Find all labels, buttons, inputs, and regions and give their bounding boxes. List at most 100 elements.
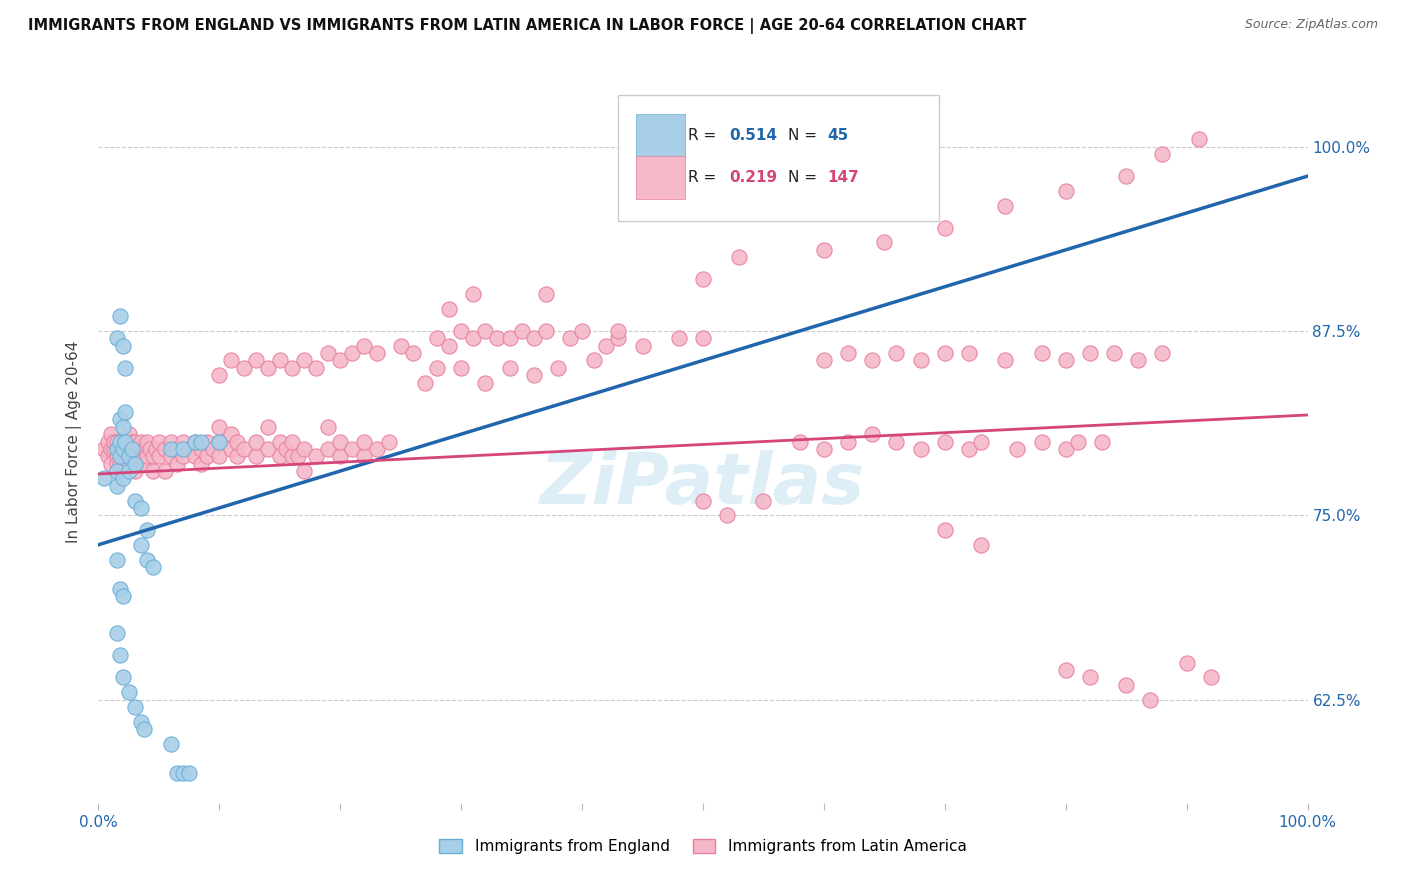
Point — [281, 434, 304, 449]
Point — [166, 457, 188, 471]
Point — [111, 450, 134, 464]
Point — [837, 346, 859, 360]
Point — [108, 309, 131, 323]
Point — [269, 434, 291, 449]
Point — [910, 353, 932, 368]
Point — [108, 582, 131, 596]
Point — [994, 353, 1017, 368]
Point — [195, 450, 218, 464]
Point — [97, 450, 120, 464]
Point — [160, 434, 183, 449]
Point — [1054, 663, 1077, 677]
Point — [129, 714, 152, 729]
Point — [226, 450, 249, 464]
Point — [1067, 434, 1090, 449]
Point — [118, 427, 141, 442]
Point — [118, 450, 141, 464]
Point — [124, 464, 146, 478]
Point — [1115, 678, 1137, 692]
Point — [145, 442, 167, 456]
Point — [245, 450, 267, 464]
Point — [353, 434, 375, 449]
Point — [172, 442, 194, 456]
Point — [1175, 656, 1198, 670]
Point — [752, 493, 775, 508]
Point — [105, 434, 128, 449]
Point — [1102, 346, 1125, 360]
Point — [1007, 442, 1029, 456]
Point — [256, 360, 278, 375]
Point — [860, 353, 883, 368]
Point — [124, 434, 146, 449]
Point — [437, 301, 460, 316]
Point — [692, 272, 714, 286]
Point — [498, 331, 520, 345]
Text: IMMIGRANTS FROM ENGLAND VS IMMIGRANTS FROM LATIN AMERICA IN LABOR FORCE | AGE 20: IMMIGRANTS FROM ENGLAND VS IMMIGRANTS FR… — [28, 18, 1026, 34]
Point — [114, 434, 136, 449]
Point — [166, 442, 188, 456]
Point — [103, 434, 125, 449]
Point — [1188, 132, 1211, 146]
Point — [934, 346, 956, 360]
Point — [148, 450, 170, 464]
Point — [105, 464, 128, 478]
Point — [607, 331, 630, 345]
Point — [129, 434, 152, 449]
Point — [1152, 147, 1174, 161]
Point — [1054, 353, 1077, 368]
Point — [342, 346, 364, 360]
Point — [208, 434, 231, 449]
Point — [111, 434, 134, 449]
Point — [221, 353, 243, 368]
Point — [305, 450, 328, 464]
Point — [274, 442, 297, 456]
Point — [208, 450, 231, 464]
Point — [583, 353, 606, 368]
Text: N =: N = — [787, 128, 821, 144]
Point — [226, 434, 249, 449]
Point — [184, 434, 207, 449]
Point — [105, 450, 128, 464]
Point — [108, 412, 131, 426]
Point — [100, 427, 122, 442]
Point — [281, 360, 304, 375]
Point — [305, 360, 328, 375]
Point — [135, 523, 157, 537]
Point — [426, 360, 449, 375]
Point — [127, 457, 149, 471]
Point — [111, 670, 134, 684]
Point — [142, 450, 165, 464]
Point — [129, 538, 152, 552]
FancyBboxPatch shape — [619, 95, 939, 221]
Point — [103, 442, 125, 456]
Point — [292, 464, 315, 478]
Point — [316, 419, 339, 434]
Point — [342, 442, 364, 456]
Point — [108, 450, 131, 464]
Point — [118, 464, 141, 478]
Point — [692, 493, 714, 508]
Point — [957, 442, 980, 456]
Point — [402, 346, 425, 360]
Point — [523, 368, 546, 383]
Point — [353, 339, 375, 353]
Point — [692, 331, 714, 345]
Point — [450, 324, 472, 338]
Point — [114, 405, 136, 419]
Point — [108, 457, 131, 471]
Point — [100, 442, 122, 456]
Text: 147: 147 — [828, 170, 859, 186]
Text: ZiPatlas: ZiPatlas — [540, 450, 866, 519]
Point — [124, 450, 146, 464]
Point — [202, 442, 225, 456]
Point — [135, 450, 157, 464]
Point — [1031, 434, 1053, 449]
Point — [474, 376, 496, 390]
Point — [114, 442, 136, 456]
Point — [127, 442, 149, 456]
Point — [245, 434, 267, 449]
Point — [118, 685, 141, 699]
Point — [184, 434, 207, 449]
Point — [105, 442, 128, 456]
Point — [873, 235, 896, 250]
